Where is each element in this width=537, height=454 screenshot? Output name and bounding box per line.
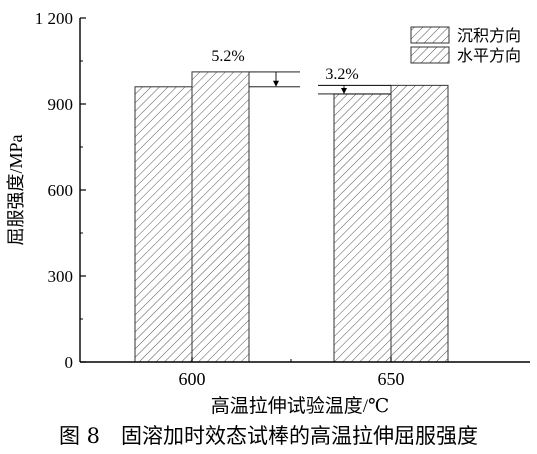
legend-label-series-1: 沉积方向 [457, 27, 521, 45]
legend-swatch-series-1 [410, 26, 450, 44]
y-axis-label: 屈服强度/MPa [6, 134, 26, 245]
legend-label-series-2: 水平方向 [457, 47, 521, 65]
y-tick-label: 900 [48, 95, 74, 114]
y-tick-label: 1 200 [35, 9, 73, 28]
bar-600-series-2 [191, 71, 250, 363]
y-tick-label: 600 [48, 181, 74, 200]
annotation-arrow-icon [273, 80, 279, 87]
annotation-arrow-icon [341, 87, 347, 94]
figure-caption: 图 8 固溶加时效态试棒的高温拉伸屈服强度 [58, 424, 479, 448]
x-tick-label: 650 [378, 369, 405, 389]
x-axis-label: 高温拉伸试验温度/℃ [211, 395, 390, 417]
legend-swatch-series-2 [410, 46, 450, 64]
y-tick-label: 300 [48, 267, 74, 286]
y-tick-label: 0 [65, 353, 74, 372]
annotation-label: 5.2% [211, 48, 244, 65]
bar-600-series-1 [134, 86, 193, 363]
bar-650-series-2 [390, 84, 449, 363]
annotation-label: 3.2% [325, 66, 358, 83]
x-tick-label: 600 [179, 369, 206, 389]
bar-650-series-1 [333, 93, 392, 363]
